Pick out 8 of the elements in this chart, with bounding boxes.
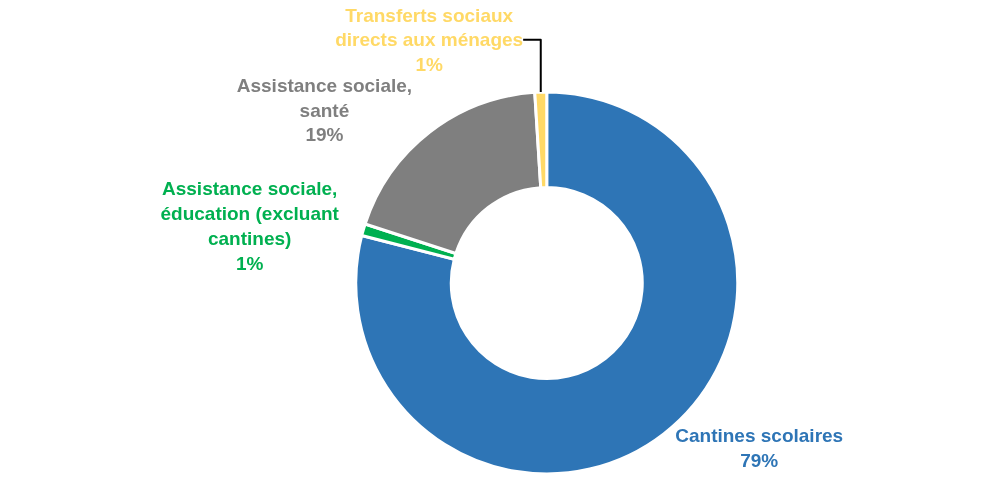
data-label: 1% [235,252,264,274]
data-label: 1% [415,53,443,75]
slice-label: Cantines scolaires [675,425,844,447]
data-label: 19% [305,124,344,146]
slice-label: Assistance sociale, éducation (excluant cantines) [160,178,340,249]
slice-label: Transferts sociaux directs aux ménages [335,4,524,51]
slice-label: Assistance sociale, santé [236,74,413,121]
data-label: 79% [740,450,779,472]
